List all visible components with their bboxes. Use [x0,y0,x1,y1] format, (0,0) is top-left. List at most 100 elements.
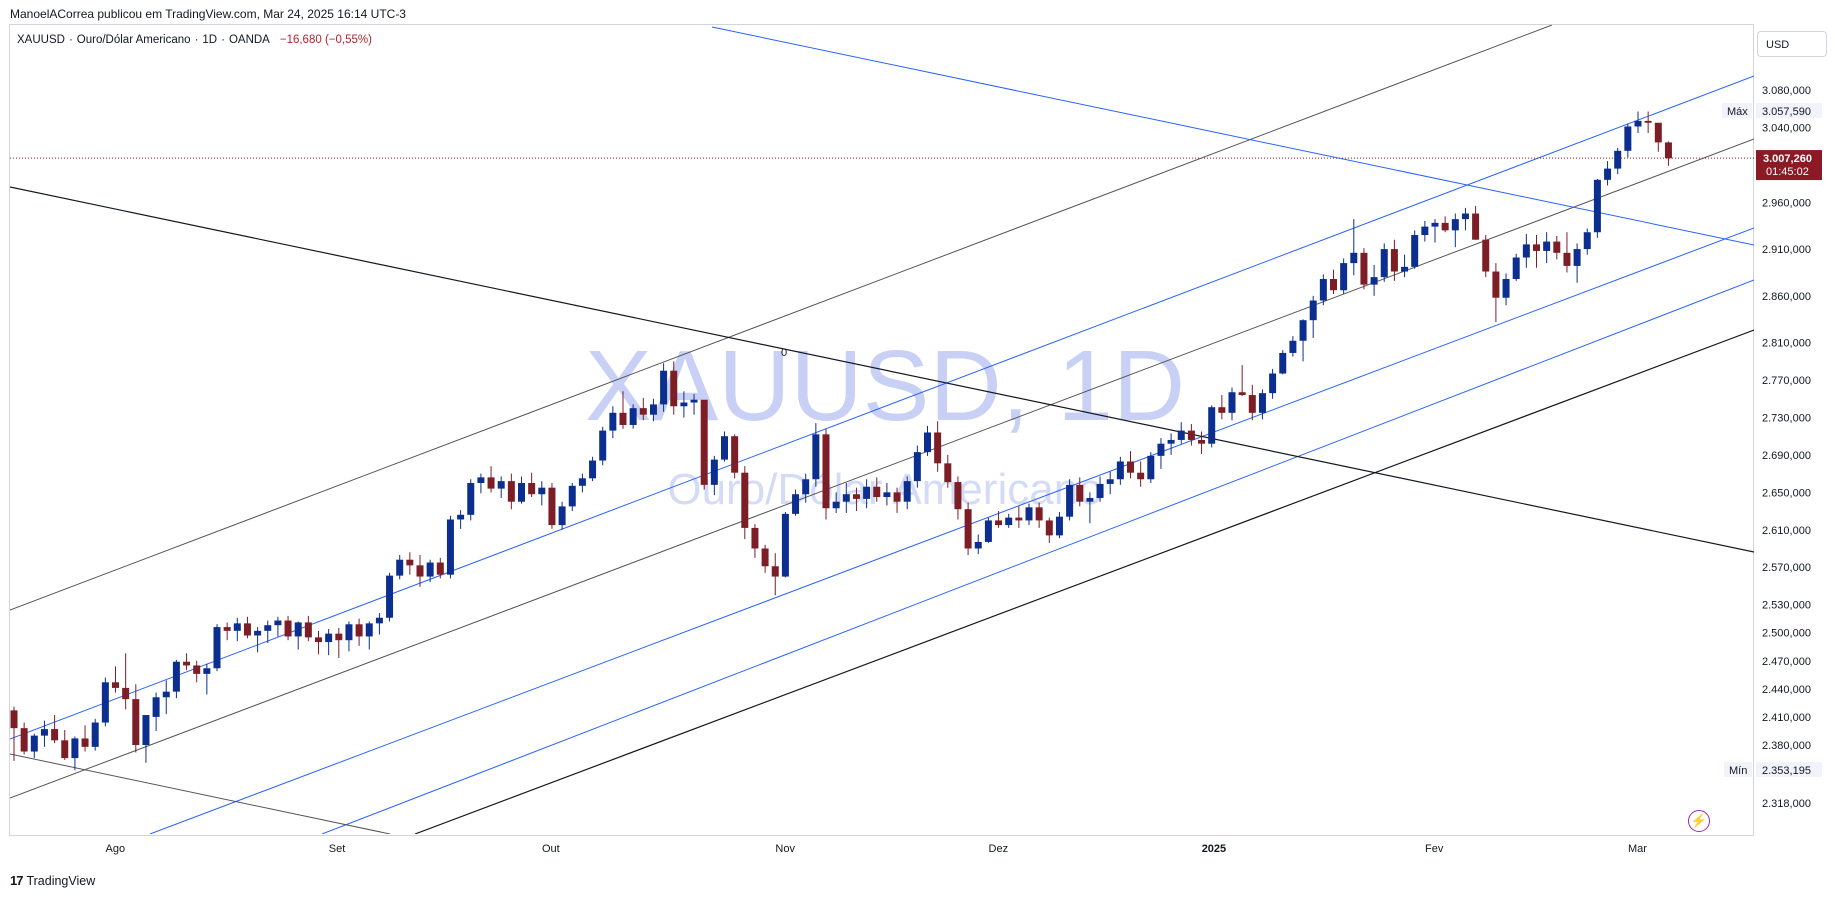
candle[interactable] [213,624,221,672]
candle[interactable] [680,391,688,418]
candle[interactable] [122,653,130,710]
candle[interactable] [609,406,617,439]
candle[interactable] [792,489,800,516]
candle[interactable] [629,404,637,429]
candles-group[interactable] [10,111,1672,771]
price-axis[interactable]: 3.080,000 3.040,000 2.960,000 2.910,000 2.86… [1762,85,1811,810]
candle[interactable] [1035,502,1043,528]
candle[interactable] [254,627,262,653]
candle[interactable] [1543,232,1551,264]
candle[interactable] [802,473,810,503]
candle[interactable] [518,476,525,504]
candle[interactable] [771,553,779,596]
candle[interactable] [365,621,373,650]
candle[interactable] [162,680,170,715]
candle[interactable] [1370,264,1378,296]
candle[interactable] [1279,350,1287,375]
candle[interactable] [30,733,38,759]
candle[interactable] [1350,219,1358,276]
candle[interactable] [842,482,850,513]
candle[interactable] [1086,492,1094,524]
candle[interactable] [1228,387,1236,421]
candle[interactable] [1319,274,1327,306]
candle[interactable] [203,663,211,695]
candle[interactable] [558,501,566,530]
candle[interactable] [1553,235,1561,260]
candle[interactable] [578,473,586,493]
candle[interactable] [1208,405,1216,448]
candle[interactable] [1390,239,1398,281]
candle[interactable] [507,473,515,510]
candle[interactable] [751,524,759,558]
candle[interactable] [436,557,444,579]
candle[interactable] [639,397,647,421]
candle[interactable] [1512,253,1520,281]
candle[interactable] [1066,479,1074,521]
candle[interactable] [274,616,282,637]
candle[interactable] [223,622,231,641]
candle[interactable] [457,510,465,529]
candle[interactable] [325,628,333,656]
candle[interactable] [375,613,383,635]
footer-brand[interactable]: 17 TradingView [10,873,95,888]
candle[interactable] [51,715,59,744]
candle[interactable] [284,615,292,641]
candle[interactable] [91,718,99,751]
candle[interactable] [1593,178,1601,238]
candle[interactable] [1380,243,1388,282]
candle[interactable] [741,466,749,540]
candle[interactable] [568,482,576,512]
candle[interactable] [1441,216,1449,233]
candle[interactable] [61,730,69,760]
candle[interactable] [863,479,871,509]
candle[interactable] [1533,235,1540,268]
candle[interactable] [954,476,962,520]
candle[interactable] [183,653,191,671]
candle[interactable] [1340,258,1348,294]
candle[interactable] [1299,319,1307,362]
candle[interactable] [1218,395,1226,420]
candle[interactable] [1492,263,1500,323]
candle[interactable] [1502,273,1510,306]
chart-frame[interactable] [9,24,1754,836]
candle[interactable] [761,544,769,573]
candle[interactable] [1106,471,1114,495]
candle[interactable] [396,555,404,580]
candle[interactable] [264,620,272,643]
candle[interactable] [1289,336,1297,357]
candle[interactable] [1451,213,1459,248]
candle[interactable] [40,720,48,747]
candle[interactable] [1360,248,1368,290]
candle[interactable] [1482,235,1490,278]
candle[interactable] [112,666,119,693]
candle[interactable] [731,434,739,479]
candle[interactable] [538,481,546,506]
candle[interactable] [1127,451,1134,479]
candle[interactable] [781,511,789,578]
candle[interactable] [589,456,597,482]
candle[interactable] [832,492,840,513]
candle[interactable] [152,692,160,731]
candle[interactable] [406,552,414,575]
candle[interactable] [964,502,972,556]
candle[interactable] [619,391,627,429]
candle[interactable] [1614,148,1622,175]
candle[interactable] [1634,111,1642,134]
candle[interactable] [1604,161,1612,186]
candle[interactable] [1116,456,1124,485]
candle[interactable] [345,621,353,652]
candle[interactable] [71,736,79,771]
candle[interactable] [883,482,891,506]
candle[interactable] [1157,438,1165,469]
candle[interactable] [243,616,251,639]
candle[interactable] [446,515,454,579]
candle[interactable] [101,677,109,727]
candle[interactable] [172,659,180,699]
candle[interactable] [1664,141,1672,166]
candle[interactable] [995,511,1003,528]
candle[interactable] [497,476,505,498]
candle[interactable] [487,466,495,493]
candle[interactable] [944,454,952,488]
candle[interactable] [548,482,556,529]
candle[interactable] [649,398,657,422]
